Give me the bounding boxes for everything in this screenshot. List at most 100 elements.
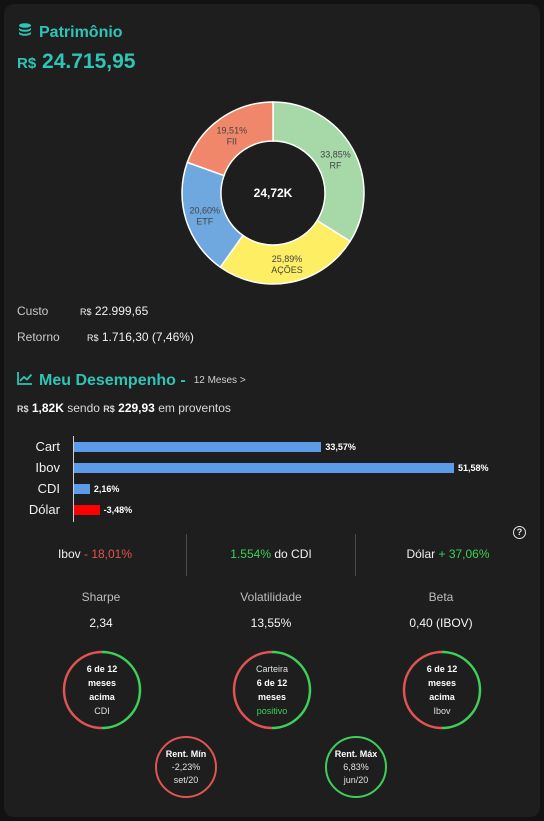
sharpe-label: Sharpe — [81, 590, 121, 604]
ring-min-return: Rent. Mín -2,23% set/20 — [155, 736, 217, 798]
beta-value: 0,40 (IBOV) — [409, 616, 473, 630]
ring-max-line1: Rent. Máx — [334, 748, 378, 759]
page-title: Patrimônio — [39, 23, 123, 41]
return-row: Retorno — [17, 330, 60, 344]
ring-carteira-positive: Carteira 6 de 12 meses positivo — [232, 650, 312, 730]
ring-max-line3: jun/20 — [343, 774, 369, 785]
donut-slice-label: AÇÕES — [271, 265, 303, 275]
compare-ibov: Ibov - 18,01% — [4, 534, 186, 574]
sub-mid: sendo — [67, 401, 100, 415]
bar-row-ibov: Ibov 51,58% — [4, 459, 540, 477]
return-label: Retorno — [17, 330, 60, 344]
return-value-group: R$ 1.716,30 (7,46%) — [87, 330, 194, 344]
donut-slice-rf[interactable] — [272, 101, 365, 243]
return-value: 1.716,30 (7,46%) — [101, 330, 194, 344]
ring-carteira-line3: meses — [257, 692, 286, 702]
cost-label: Custo — [17, 304, 49, 318]
trend-chart-icon — [17, 371, 33, 390]
bar-row-cart: Cart 33,57% — [4, 438, 540, 456]
bar-category-label: Dólar — [28, 502, 60, 517]
cost-value: 22.999,65 — [94, 304, 149, 318]
bar-value-label: 33,57% — [325, 442, 356, 452]
patrimonio-header: Patrimônio — [17, 22, 123, 43]
bar-cart — [74, 442, 322, 452]
sharpe-value: 2,34 — [89, 616, 113, 630]
donut-slice-percent: 20,60% — [190, 205, 221, 215]
donut-slice-label: RF — [330, 160, 342, 170]
donut-center-label: 24,72K — [254, 186, 293, 200]
total-value: 24.715,95 — [42, 50, 136, 73]
donut-slice-fii[interactable] — [186, 101, 274, 177]
volatility-label: Volatilidade — [240, 590, 302, 604]
ring-carteira-line1: Carteira — [255, 664, 288, 674]
compare-divider — [355, 534, 356, 576]
portfolio-card: Patrimônio R$ 24.715,95 33,85% RF 25,89% AÇ… — [4, 4, 540, 817]
volatility-value: 13,55% — [250, 616, 292, 630]
ring-months-above-cdi: 6 de 12 meses acima CDI — [62, 650, 142, 730]
bar-row-dólar: Dólar -3,48% — [4, 501, 540, 519]
compare-cdi: 1.554% do CDI — [187, 534, 355, 574]
coins-stack-icon — [17, 22, 33, 43]
ring-min-line3: set/20 — [173, 774, 199, 785]
ring-cdi-line4: CDI — [94, 706, 110, 716]
bar-category-label: CDI — [37, 481, 60, 496]
cost-currency: R$ — [80, 307, 92, 317]
allocation-donut-chart[interactable]: 33,85%RF 25,89%AÇÕES 20,60%ETF 19,51%FII 24,… — [180, 100, 366, 286]
bar-row-cdi: CDI 2,16% — [4, 480, 540, 498]
help-circle-icon[interactable]: ? — [513, 526, 526, 539]
ring-min-line1: Rent. Mín — [165, 748, 207, 759]
bar-dólar — [74, 505, 100, 515]
bar-cdi — [74, 484, 90, 494]
cost-value-group: R$ 22.999,65 — [80, 304, 148, 318]
ring-max-return: Rent. Máx 6,83% jun/20 — [325, 736, 387, 798]
donut-slice-label: ETF — [196, 216, 214, 226]
ring-ibov-line1: 6 de 12 — [426, 664, 458, 674]
ring-ibov-line2: meses — [427, 678, 457, 688]
period-selector[interactable]: 12 Meses > — [193, 375, 246, 386]
cost-row: Custo — [17, 304, 48, 318]
ring-ibov-line3: acima — [429, 692, 455, 702]
performance-title: Meu Desempenho - — [39, 371, 186, 389]
currency-symbol: R$ — [17, 55, 37, 72]
donut-slice-label: FII — [227, 137, 238, 147]
sub-amount: 1,82K — [31, 401, 64, 415]
ring-graphic — [62, 650, 142, 730]
donut-slice-percent: 25,89% — [272, 254, 303, 264]
sub-currency: R$ — [17, 404, 29, 414]
sub-tail: em proventos — [158, 401, 231, 415]
patrimonio-total: R$ 24.715,95 — [17, 50, 135, 74]
ring-graphic — [232, 650, 312, 730]
donut-hole — [222, 142, 324, 244]
performance-bar-chart: Cart 33,57% Ibov 51,58% CDI 2,16% Dólar -3,48% — [4, 434, 540, 524]
donut-slice-percent: 19,51% — [217, 126, 248, 136]
bar-value-label: 51,58% — [458, 463, 489, 473]
compare-cdi-value: 1.554% — [230, 547, 271, 561]
ring-cdi-line2: meses — [87, 678, 117, 688]
return-currency: R$ — [87, 333, 99, 343]
beta-label: Beta — [428, 590, 454, 604]
ring-min-line2: -2,23% — [171, 761, 201, 772]
ring-max-line2: 6,83% — [343, 761, 369, 772]
compare-ibov-label: Ibov — [57, 547, 81, 561]
performance-header: Meu Desempenho - 12 Meses > — [17, 371, 246, 390]
compare-divider — [186, 534, 187, 576]
ring-carteira-line4: positivo — [256, 706, 288, 716]
ring-cdi-line3: acima — [89, 692, 115, 702]
ring-graphic — [402, 650, 482, 730]
compare-dolar-label: Dólar — [406, 547, 436, 561]
sub-currency-2: R$ — [103, 404, 115, 414]
bar-ibov — [74, 463, 454, 473]
performance-summary: R$ 1,82K sendo R$ 229,93 em proventos — [17, 401, 231, 415]
ring-carteira-line2: 6 de 12 — [256, 678, 288, 688]
compare-cdi-label: do CDI — [274, 547, 312, 561]
ring-cdi-line1: 6 de 12 — [86, 664, 118, 674]
compare-dolar: Dólar + 37,06% — [356, 534, 540, 574]
donut-slice-percent: 33,85% — [320, 149, 351, 159]
compare-dolar-value: + 37,06% — [438, 547, 490, 561]
ring-months-above-ibov: 6 de 12 meses acima Ibov — [402, 650, 482, 730]
bar-category-label: Cart — [35, 439, 60, 454]
bar-axis-line — [73, 436, 74, 522]
ring-ibov-line4: Ibov — [433, 706, 451, 716]
sub-proventos: 229,93 — [118, 401, 155, 415]
bar-category-label: Ibov — [35, 460, 60, 475]
